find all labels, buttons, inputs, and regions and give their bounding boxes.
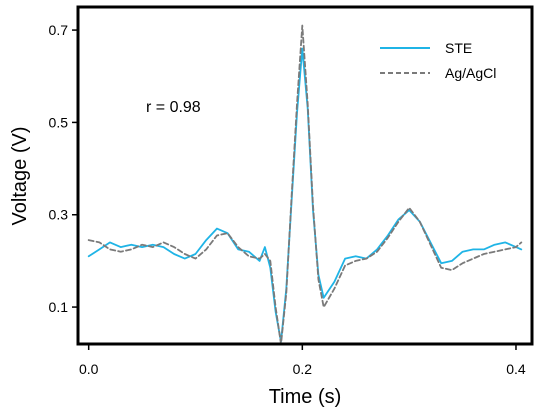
series-line-ste (87, 47, 523, 343)
legend-label-ste: STE (445, 40, 472, 56)
series-line-ag-agcl (87, 24, 523, 345)
y-axis-ticks: 0.1 0.3 0.5 0.7 (49, 22, 78, 315)
x-tick-label: 0.4 (506, 361, 526, 377)
y-tick-label: 0.7 (49, 22, 69, 38)
x-tick-label: 0.0 (79, 361, 99, 377)
x-axis-title: Time (s) (269, 386, 342, 408)
y-tick-label: 0.5 (49, 114, 69, 130)
legend: STE Ag/AgCl (380, 40, 496, 81)
plot-lines (87, 24, 523, 345)
y-tick-label: 0.1 (49, 299, 69, 315)
x-axis-ticks: 0.0 0.2 0.4 (79, 344, 526, 377)
plot-frame (76, 5, 534, 346)
y-tick-label: 0.3 (49, 207, 69, 223)
x-tick-label: 0.2 (293, 361, 313, 377)
correlation-annotation: r = 0.98 (146, 99, 201, 116)
y-axis-title: Voltage (V) (9, 127, 31, 226)
legend-label-ag-agcl: Ag/AgCl (445, 65, 496, 81)
